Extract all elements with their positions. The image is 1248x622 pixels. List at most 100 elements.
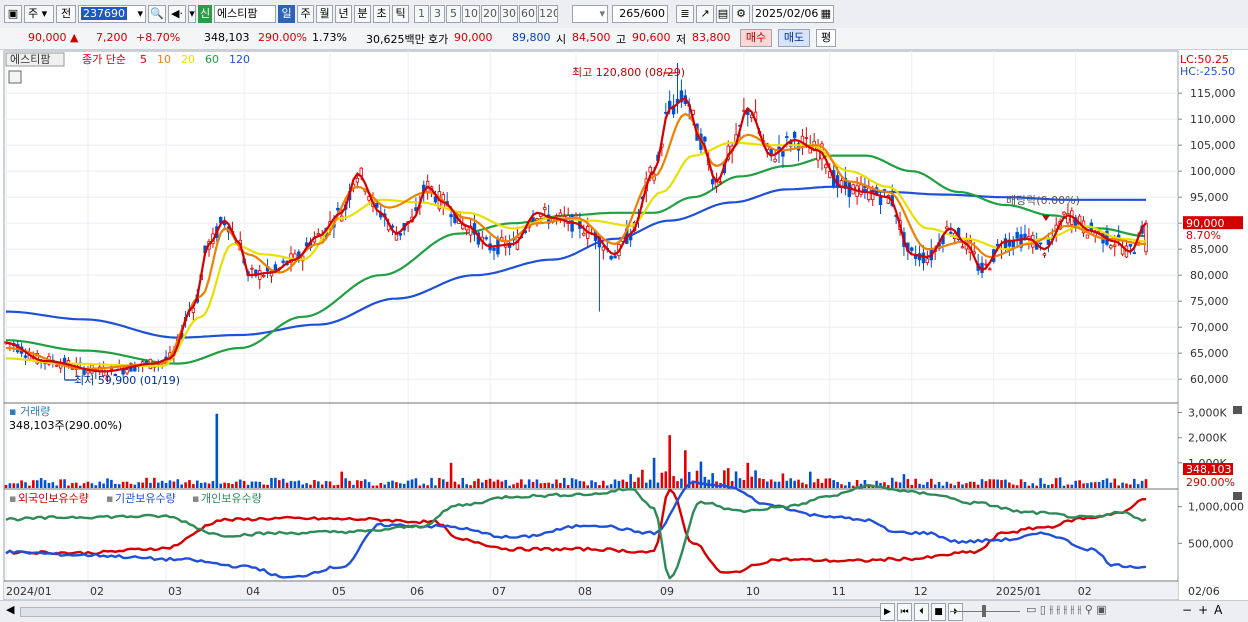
ma-legend: 5 10 20 60 120 xyxy=(140,53,250,66)
volume-bar xyxy=(297,480,301,488)
minute-tab[interactable]: 3 xyxy=(430,5,445,23)
volume-value: 348,103 xyxy=(204,31,250,44)
volume-bar xyxy=(539,483,543,488)
volume-bar xyxy=(531,482,535,488)
candle-body xyxy=(113,373,118,377)
volume-bar xyxy=(824,478,828,488)
y-tick-label: 95,000 xyxy=(1190,191,1229,204)
volume-bar xyxy=(1121,482,1124,488)
volume-bar xyxy=(156,482,160,488)
volume-bar xyxy=(379,482,383,488)
volume-bar xyxy=(1113,478,1117,488)
scroll-left-button[interactable]: ◀ xyxy=(6,603,15,616)
volume-bar xyxy=(926,482,929,488)
volume-bar xyxy=(1093,482,1097,488)
credit-badge: 신 xyxy=(198,5,212,23)
low-label: 저 xyxy=(676,33,687,46)
volume-bar xyxy=(758,478,761,488)
date-field[interactable]: 2025/02/06 ▦ xyxy=(752,5,834,23)
volume-bar xyxy=(762,479,765,488)
minute-custom-input[interactable]: ▾ xyxy=(572,5,608,23)
calendar-icon[interactable]: ▦ xyxy=(820,7,831,20)
draw-tool-icon[interactable]: ↗ xyxy=(696,5,714,23)
panel-close-icon[interactable] xyxy=(1233,406,1242,414)
minute-tab[interactable]: 30 xyxy=(500,5,518,23)
holdings-legend-bullet: ▪ xyxy=(106,492,113,505)
volume-bar xyxy=(582,481,586,488)
zoom-button[interactable]: A xyxy=(1214,603,1223,617)
chart-window-icon[interactable]: ▣ xyxy=(4,5,22,23)
zoom-slider-handle[interactable] xyxy=(982,605,986,617)
panel-close-icon[interactable] xyxy=(1233,492,1242,500)
candle-body xyxy=(988,268,992,271)
candle-body xyxy=(23,355,28,358)
period-tab[interactable]: 일 xyxy=(278,5,295,23)
table-icon[interactable] xyxy=(8,70,22,84)
volume-bar xyxy=(847,481,851,488)
candle-body xyxy=(191,307,196,313)
minute-tab[interactable]: 5 xyxy=(446,5,461,23)
period-tab[interactable]: 분 xyxy=(354,5,371,23)
candle-body xyxy=(554,215,559,218)
volume-bar xyxy=(441,479,445,488)
save-icon[interactable]: ▤ xyxy=(716,5,730,23)
minute-tab[interactable]: 10 xyxy=(462,5,480,23)
volume-bar xyxy=(383,484,386,488)
volume-tag-box xyxy=(1183,463,1233,475)
volume-bar xyxy=(551,483,554,488)
candle-body xyxy=(871,191,875,201)
flat-button[interactable]: 평 xyxy=(816,29,836,47)
minute-tab[interactable]: 120 xyxy=(538,5,558,23)
candle-body xyxy=(86,370,90,374)
x-tick-label: 02 xyxy=(1078,585,1092,598)
ma120-layer xyxy=(6,185,1146,339)
zoom-button[interactable]: − xyxy=(1182,603,1193,617)
period-tab[interactable]: 초 xyxy=(373,5,390,23)
nav-button[interactable]: ▶ xyxy=(880,603,895,621)
buy-button[interactable]: 매수 xyxy=(740,29,772,47)
volume-bar xyxy=(192,484,195,488)
y-tick-label: 115,000 xyxy=(1190,87,1236,100)
volume-bar xyxy=(527,479,531,488)
gear-icon[interactable]: ⚙ xyxy=(732,5,750,23)
sell-button[interactable]: 매도 xyxy=(778,29,810,47)
minute-tab[interactable]: 20 xyxy=(481,5,499,23)
stock-chart[interactable]: 115,000 110,000 105,000 100,000 95,000 90,000… xyxy=(0,50,1248,600)
candle-body xyxy=(804,137,809,139)
zoom-button[interactable]: + xyxy=(1198,603,1209,617)
volume-bar xyxy=(137,482,141,488)
period-tab[interactable]: 주 xyxy=(297,5,314,23)
y-tick-label: 100,000 xyxy=(1190,165,1236,178)
mode-select[interactable]: 주 ▾ xyxy=(24,5,54,23)
nav-button[interactable]: ⏮ xyxy=(897,603,912,621)
tool-icons[interactable]: ▭ ▯ ⫲ ⫲ ⫲ ⫲ ⫲ ⚲ ▣ xyxy=(1026,603,1107,616)
candle-body xyxy=(792,132,797,139)
stock-name-field[interactable]: 에스티팜 xyxy=(214,5,276,23)
volume-bar xyxy=(543,482,547,488)
view-count-field[interactable]: 265/600 xyxy=(612,5,668,23)
volume-bar xyxy=(359,480,363,488)
prev-button[interactable]: 전 xyxy=(56,5,76,23)
indicator-icon[interactable]: ≣ xyxy=(676,5,694,23)
volume-bar xyxy=(473,481,476,488)
candle-body xyxy=(105,374,110,378)
volume-bar xyxy=(516,482,519,488)
stock-code-input[interactable]: 237690 ▾ xyxy=(78,5,146,23)
scrollbar-track[interactable] xyxy=(20,607,882,617)
speaker-icon[interactable]: ◀· xyxy=(168,5,186,23)
volume-bar xyxy=(8,483,12,488)
volume-bar xyxy=(219,483,223,488)
nav-button[interactable]: ⏵ xyxy=(948,603,963,621)
stock-menu-chevron-icon[interactable]: ▾ xyxy=(188,5,196,23)
period-tab[interactable]: 년 xyxy=(335,5,352,23)
volume-bar xyxy=(769,479,773,488)
minute-tab[interactable]: 60 xyxy=(519,5,537,23)
nav-button[interactable]: ⏴ xyxy=(914,603,929,621)
search-icon[interactable]: 🔍 xyxy=(148,5,166,23)
holdings-legend-item: 개인보유수량 xyxy=(201,492,262,505)
period-tab[interactable]: 월 xyxy=(316,5,333,23)
period-tab[interactable]: 틱 xyxy=(392,5,409,23)
minute-tab[interactable]: 1 xyxy=(414,5,429,23)
candle-body xyxy=(1062,211,1066,215)
nav-button[interactable]: ■ xyxy=(931,603,946,621)
